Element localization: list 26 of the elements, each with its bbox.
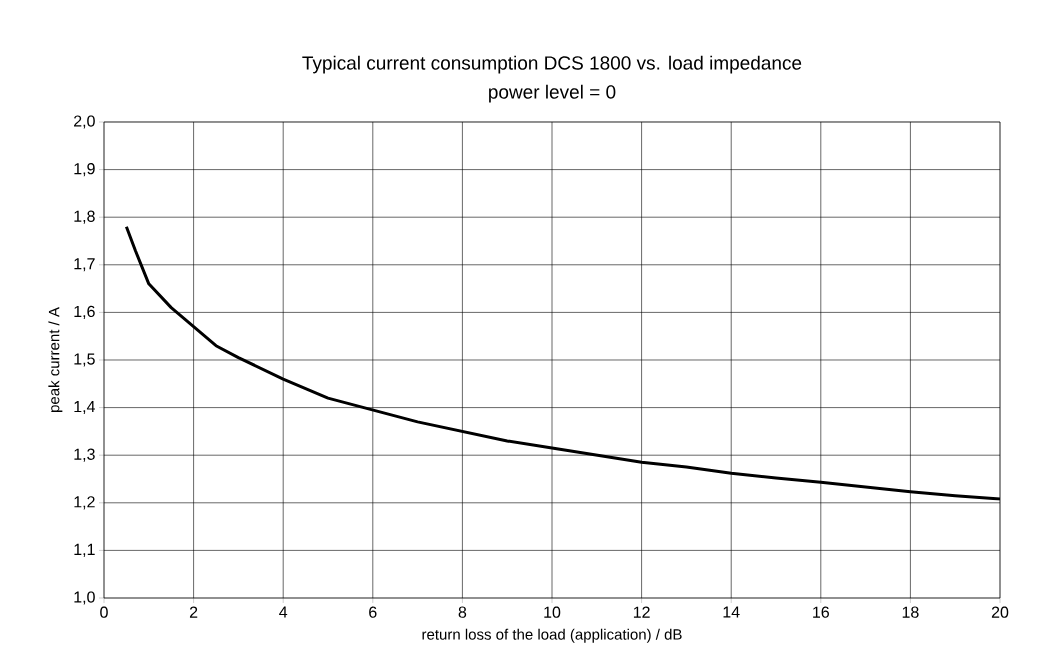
y-tick-label: 1,3 [74, 448, 95, 462]
x-tick-label: 10 [544, 606, 561, 618]
y-tick-label: 1,1 [74, 543, 95, 557]
x-tick-label: 2 [189, 606, 198, 618]
y-axis-title: peak current / A [48, 307, 63, 412]
x-tick-label: 20 [991, 606, 1009, 618]
y-tick-label: 1,7 [74, 258, 95, 272]
x-tick-label: 18 [902, 606, 919, 618]
x-tick-label: 4 [279, 606, 288, 618]
y-tick-label: 1,6 [74, 305, 95, 319]
y-tick-label: 1,0 [74, 591, 95, 605]
x-tick-label: 6 [369, 606, 377, 618]
y-tick-label: 1,4 [74, 401, 95, 415]
y-tick-label: 1,2 [74, 496, 95, 510]
x-tick-label: 16 [813, 606, 829, 618]
x-axis-title: return loss of the load (application) / dB [422, 628, 682, 643]
y-tick-label: 1,8 [74, 210, 95, 224]
x-tick-label: 0 [100, 606, 108, 618]
chart-subtitle: power level = 0 [489, 84, 616, 103]
x-tick-label: 8 [458, 606, 467, 618]
y-tick-label: 1,9 [74, 162, 95, 177]
y-tick-label: 1,5 [74, 353, 95, 367]
x-tick-label: 12 [633, 606, 650, 618]
x-tick-label: 14 [723, 606, 740, 618]
chart-title: Typical current consumption DCS 1800 vs. load impedance [302, 55, 802, 74]
y-tick-label: 2,0 [74, 115, 95, 129]
